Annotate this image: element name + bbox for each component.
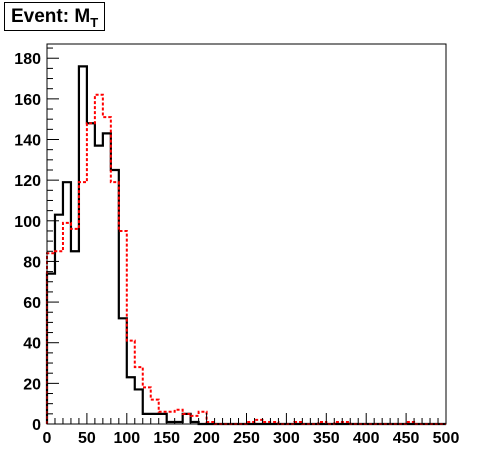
y-tick-label: 160 <box>14 92 41 109</box>
x-tick-label: 400 <box>353 430 380 447</box>
y-tick-label: 80 <box>23 254 41 271</box>
x-tick-label: 450 <box>393 430 420 447</box>
title-main: Event: M <box>11 6 91 27</box>
x-tick-label: 0 <box>43 430 52 447</box>
x-tick-label: 150 <box>153 430 180 447</box>
y-tick-label: 120 <box>14 173 41 190</box>
x-tick-label: 50 <box>78 430 96 447</box>
x-tick-label: 300 <box>273 430 300 447</box>
y-tick-label: 100 <box>14 214 41 231</box>
title-subscript: T <box>90 15 99 30</box>
x-tick-label: 250 <box>233 430 260 447</box>
plot-frame <box>46 43 447 425</box>
y-tick-label: 140 <box>14 133 41 150</box>
x-tick-label: 350 <box>313 430 340 447</box>
x-tick-label: 100 <box>113 430 140 447</box>
y-tick-label: 20 <box>23 376 41 393</box>
x-tick-label: 200 <box>193 430 220 447</box>
y-tick-label: 0 <box>32 417 41 434</box>
y-tick-label: 180 <box>14 51 41 68</box>
chart-title: Event: MT <box>4 2 106 31</box>
y-tick-label: 60 <box>23 295 41 312</box>
x-tick-label: 500 <box>433 430 460 447</box>
y-tick-label: 40 <box>23 336 41 353</box>
